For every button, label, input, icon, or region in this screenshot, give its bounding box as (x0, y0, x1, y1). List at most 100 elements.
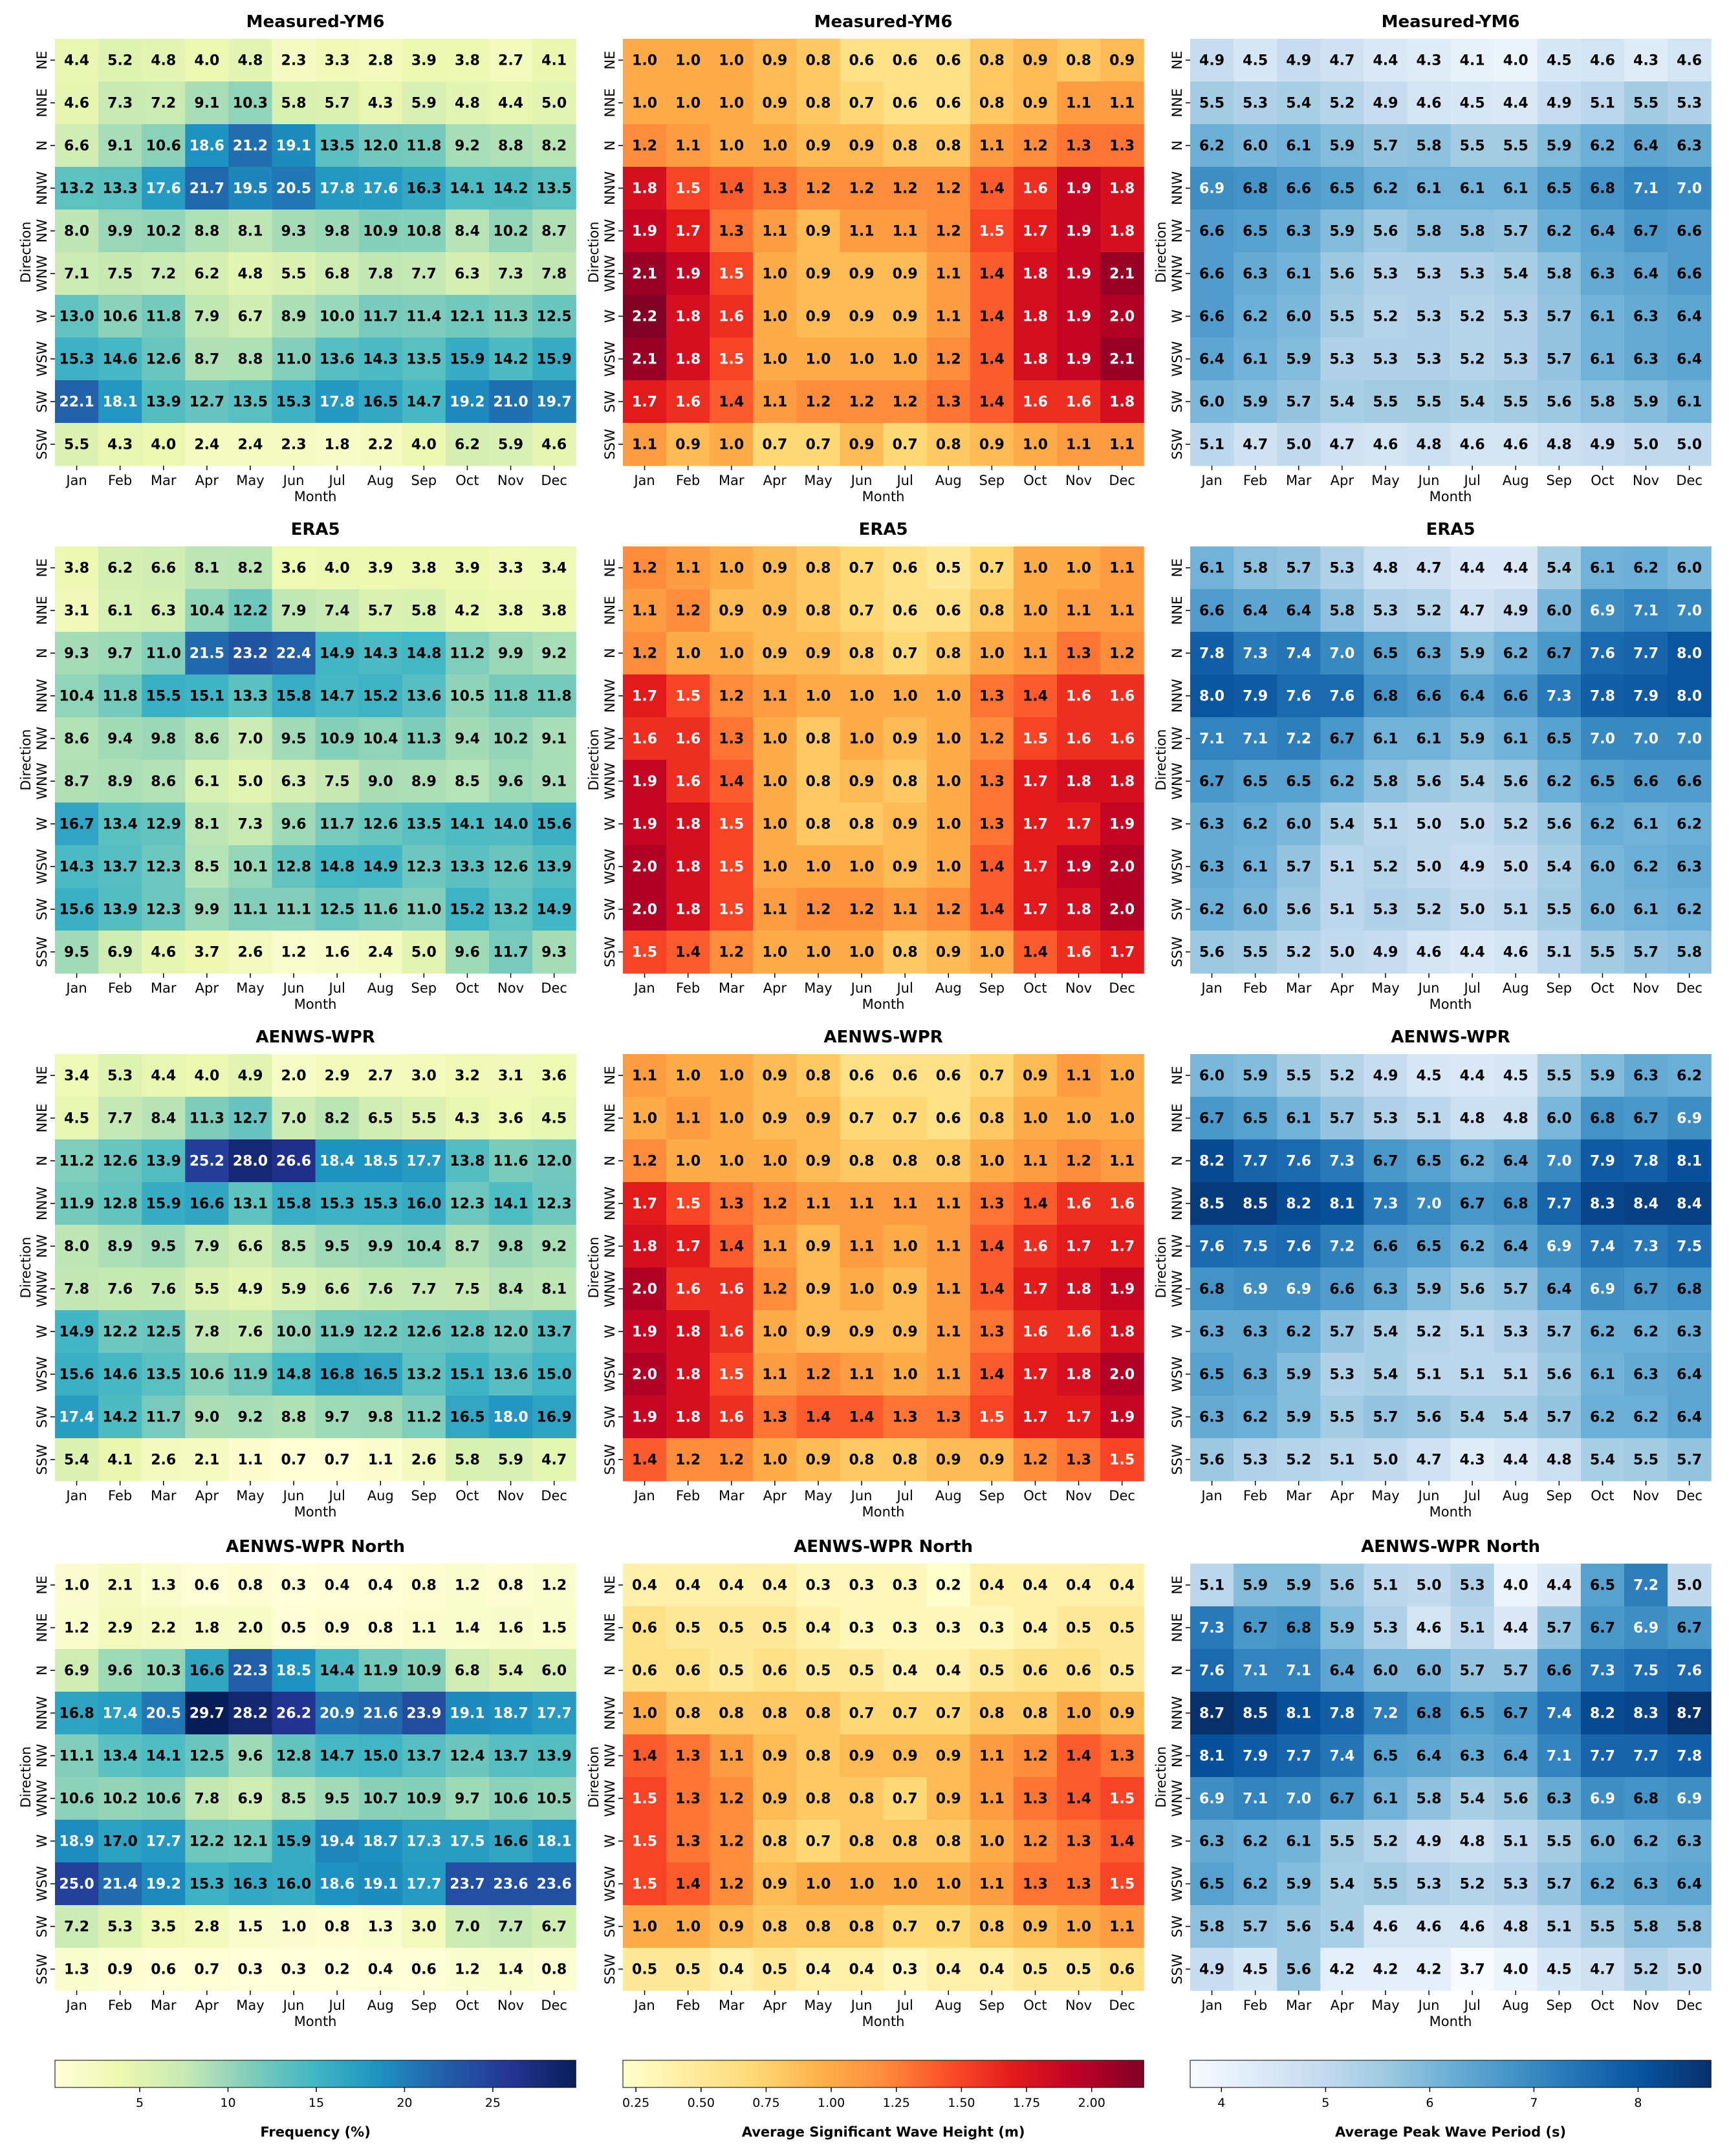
heatmap-cell (1190, 589, 1234, 632)
cell-value-label: 1.1 (849, 1196, 875, 1213)
heatmap-cell (489, 39, 533, 82)
heatmap-cell (1580, 803, 1625, 846)
cell-value-label: 6.4 (1677, 1367, 1702, 1383)
heatmap-cell (796, 295, 841, 338)
cell-value-label: 5.8 (1460, 224, 1485, 240)
colorbar-tick-label: 0.50 (688, 2096, 715, 2110)
cell-value-label: 6.6 (1199, 309, 1224, 325)
cell-value-label: 11.1 (59, 1749, 94, 1765)
cell-value-label: 4.5 (1417, 1068, 1442, 1084)
heatmap-cell (840, 717, 884, 760)
heatmap-cell (185, 546, 229, 590)
cell-value-label: 7.7 (1243, 1154, 1268, 1170)
cell-value-label: 0.9 (1023, 53, 1048, 69)
heatmap-cell (883, 252, 928, 296)
cell-value-label: 7.2 (1286, 731, 1311, 748)
heatmap-cell (358, 1438, 403, 1482)
cell-value-label: 1.4 (979, 352, 1005, 368)
heatmap-cell (489, 167, 533, 210)
cell-value-label: 15.2 (363, 689, 398, 705)
cell-value-label: 4.8 (1503, 1919, 1528, 1935)
cell-value-label: 6.6 (1677, 774, 1702, 790)
heatmap-cell (315, 81, 360, 125)
cell-value-label: 1.8 (1023, 266, 1048, 283)
cell-value-label: 6.5 (1547, 731, 1572, 748)
heatmap-cell (489, 931, 533, 974)
heatmap-cell (623, 1353, 667, 1396)
cell-value-label: 12.3 (450, 1196, 484, 1213)
cell-value-label: 5.9 (1590, 1068, 1615, 1084)
cell-value-label: 12.7 (233, 1111, 268, 1127)
heatmap-cell (402, 632, 446, 675)
cell-value-label: 9.4 (455, 731, 480, 748)
heatmap-cell (185, 1097, 229, 1140)
cell-value-label: 6.9 (107, 945, 133, 961)
cell-value-label: 10.6 (146, 138, 181, 155)
cell-value-label: 10.5 (537, 1791, 572, 1807)
heatmap-cell (402, 39, 446, 82)
cell-value-label: 8.0 (64, 1239, 89, 1255)
cell-value-label: 1.0 (936, 1877, 961, 1893)
cell-value-label: 14.9 (537, 902, 572, 918)
heatmap-cell (926, 1353, 971, 1396)
y-tick-label: SW (1169, 898, 1185, 920)
heatmap-cell (970, 295, 1014, 338)
cell-value-label: 1.0 (719, 1068, 744, 1084)
cell-value-label: 0.8 (498, 1578, 523, 1594)
heatmap-cell (753, 252, 797, 296)
heatmap-cell (272, 717, 316, 760)
cell-value-label: 1.8 (675, 902, 701, 918)
heatmap-cell (272, 338, 316, 381)
cell-value-label: 1.6 (1109, 1196, 1135, 1213)
cell-value-label: 1.4 (1023, 1196, 1048, 1213)
cell-value-label: 6.0 (1243, 138, 1268, 155)
cell-value-label: 1.7 (1109, 945, 1135, 961)
heatmap-cell (753, 760, 797, 803)
y-tick-label: SW (602, 898, 618, 920)
cell-value-label: 14.0 (493, 817, 528, 833)
cell-value-label: 1.2 (719, 1877, 744, 1893)
x-tick-label: Jul (1463, 473, 1480, 488)
cell-value-label: 5.1 (1373, 1578, 1398, 1594)
y-tick-label: NE (1169, 1576, 1185, 1595)
cell-value-label: 0.6 (893, 561, 918, 577)
heatmap-cell (98, 1139, 142, 1183)
heatmap-cell (926, 632, 971, 675)
heatmap-cell (315, 423, 360, 466)
heatmap-cell (142, 589, 186, 632)
heatmap-cell (1450, 632, 1495, 675)
cell-value-label: 15.3 (276, 394, 311, 411)
cell-value-label: 4.7 (1590, 1962, 1615, 1978)
cell-value-label: 1.8 (1109, 774, 1135, 790)
heatmap-cell (1668, 760, 1712, 803)
heatmap-cell (926, 845, 971, 889)
cell-value-label: 7.8 (1677, 1749, 1702, 1765)
heatmap-cell (1013, 674, 1058, 718)
heatmap-cell (753, 380, 797, 424)
cell-value-label: 5.0 (1677, 1578, 1702, 1594)
cell-value-label: 1.5 (675, 1196, 701, 1213)
cell-value-label: 4.6 (1417, 1621, 1442, 1637)
heatmap-cell (666, 589, 710, 632)
cell-value-label: 6.2 (1633, 561, 1658, 577)
cell-value-label: 5.4 (1460, 1791, 1485, 1807)
y-tick-label: WNW (34, 255, 50, 292)
cell-value-label: 0.7 (849, 561, 875, 577)
cell-value-label: 10.3 (146, 1663, 181, 1679)
y-axis-label: Direction (1153, 1747, 1169, 1808)
heatmap-cell (796, 931, 841, 974)
cell-value-label: 0.4 (805, 1962, 831, 1978)
cell-value-label: 1.8 (675, 1367, 701, 1383)
cell-value-label: 4.5 (1460, 96, 1485, 112)
heatmap-cell (1624, 167, 1668, 210)
heatmap-cell (1234, 760, 1278, 803)
heatmap-cell (1580, 81, 1625, 125)
cell-value-label: 6.2 (1547, 774, 1572, 790)
y-tick-label: NE (602, 51, 618, 70)
cell-value-label: 6.2 (1460, 1239, 1485, 1255)
y-tick-label: N (602, 140, 618, 151)
heatmap-cell (1364, 167, 1408, 210)
cell-value-label: 5.5 (1633, 1452, 1658, 1469)
x-tick-label: Jan (633, 980, 655, 996)
heatmap-cell (753, 338, 797, 381)
